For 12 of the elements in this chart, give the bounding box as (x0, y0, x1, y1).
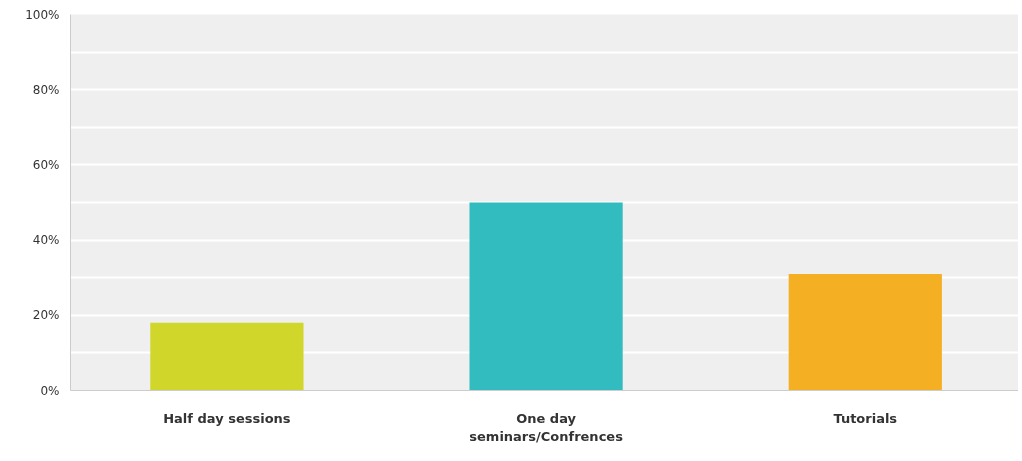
y-tick-label: 40% (32, 233, 60, 248)
x-tick-label: One day seminars/Confrences (469, 410, 624, 444)
y-tick-label: 100% (25, 7, 60, 22)
bar (150, 322, 304, 391)
y-tick-label: 20% (32, 308, 60, 323)
y-tick-label: 60% (32, 157, 60, 172)
y-tick-label: 80% (32, 82, 60, 97)
y-tick-label: 0% (40, 383, 60, 398)
bar (788, 273, 942, 391)
x-tick-label: Half day sessions (163, 410, 291, 426)
x-tick-label: Tutorials (833, 410, 898, 426)
bar (469, 202, 623, 391)
